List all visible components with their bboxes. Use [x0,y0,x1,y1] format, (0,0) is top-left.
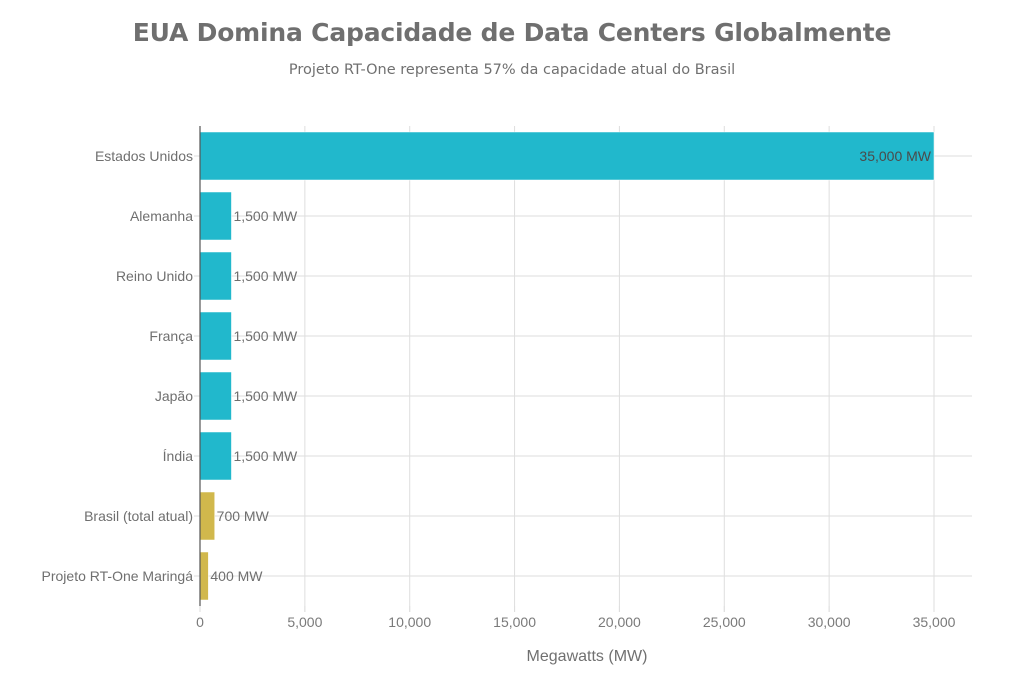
bar [199,551,209,601]
category-label: Japão [155,388,193,404]
labels: 0 5,000 10,000 15,000 20,000 25,000 30,000 35,0… [42,148,956,630]
data-label: 400 MW [210,568,263,584]
bar [199,371,232,421]
category-label: Brasil (total atual) [84,508,193,524]
x-tick-label: 5,000 [287,614,322,630]
bar [199,131,935,181]
grid-lines [194,126,972,612]
x-tick-label: 20,000 [598,614,641,630]
data-label: 1,500 MW [233,448,298,464]
x-tick-label: 10,000 [388,614,431,630]
data-label: 1,500 MW [233,268,298,284]
x-tick-label: 0 [196,614,204,630]
category-label: Estados Unidos [95,148,193,164]
axes [199,126,935,612]
data-label: 35,000 MW [859,148,931,164]
bar [199,251,232,301]
bar [199,491,215,541]
category-label: Reino Unido [116,268,193,284]
chart-subtitle: Projeto RT-One representa 57% da capacid… [288,62,736,78]
data-label: 700 MW [217,508,270,524]
data-label: 1,500 MW [233,208,298,224]
chart-title: EUA Domina Capacidade de Data Centers Gl… [132,18,892,47]
x-axis-label: Megawatts (MW) [527,648,648,665]
bar [199,311,232,361]
x-tick-label: 30,000 [808,614,851,630]
data-label: 1,500 MW [233,388,298,404]
x-tick-label: 15,000 [493,614,536,630]
category-label: Índia [163,448,194,464]
data-label: 1,500 MW [233,328,298,344]
bar [199,191,232,241]
x-tick-label: 35,000 [913,614,956,630]
category-label: Alemanha [130,208,193,224]
bar [199,431,232,481]
bars [199,131,935,601]
x-tick-label: 25,000 [703,614,746,630]
category-label: França [149,328,193,344]
category-label: Projeto RT-One Maringá [42,568,194,584]
